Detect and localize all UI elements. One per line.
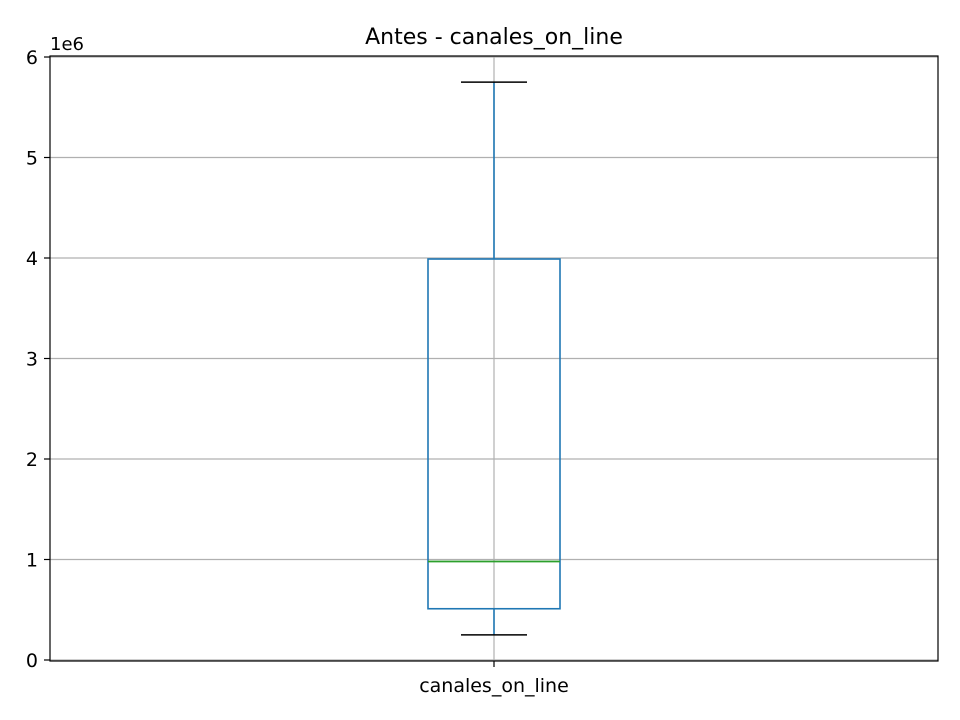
y-offset-label: 1e6 (50, 34, 84, 55)
chart-title: Antes - canales_on_line (365, 25, 623, 50)
iqr-box (427, 258, 561, 610)
axis-ticks: 0 1 2 3 4 5 6 canales_on_line (26, 47, 569, 697)
y-tick-label: 3 (26, 349, 38, 371)
y-tick-label: 6 (26, 47, 38, 69)
x-tick-label: canales_on_line (419, 675, 569, 697)
y-tick-label: 5 (26, 148, 38, 170)
y-tick-label: 0 (26, 650, 38, 672)
y-tick-label: 1 (26, 549, 38, 571)
y-tick-label: 4 (26, 248, 38, 270)
y-tick-label: 2 (26, 449, 38, 471)
box-plot (427, 81, 561, 636)
